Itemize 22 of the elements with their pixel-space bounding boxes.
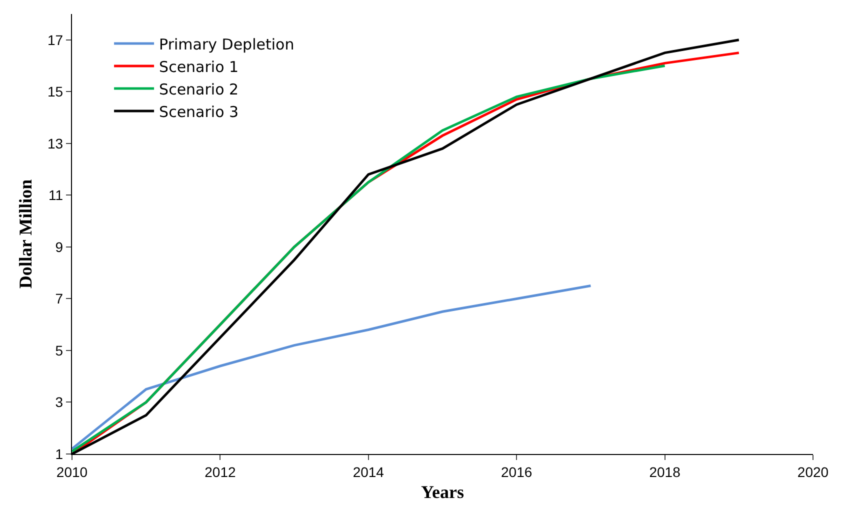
x-tick-label: 2012: [204, 464, 236, 480]
x-tick-label: 2014: [352, 464, 384, 480]
x-axis-title: Years: [421, 482, 464, 502]
line-series: [72, 284, 592, 450]
x-tick-label: 2020: [797, 464, 829, 480]
y-tick-label: 17: [48, 32, 64, 48]
y-tick-label: 9: [55, 238, 64, 255]
y-tick-label: 13: [48, 135, 64, 152]
legend-label: Scenario 2: [159, 80, 239, 98]
x-tick-label: 2010: [56, 464, 88, 480]
y-tick-label: 7: [55, 290, 64, 307]
y-tick-label: 15: [48, 84, 64, 100]
y-axis-title: Dollar Million: [16, 179, 36, 289]
legend-label: Scenario 3: [159, 102, 239, 121]
y-tick-label: 11: [48, 187, 64, 204]
y-tick-label: 5: [55, 342, 64, 358]
legend-label: Primary Depletion: [159, 35, 294, 54]
x-tick-label: 2018: [649, 464, 681, 480]
y-tick-label: 1: [55, 446, 64, 462]
y-tick-label: 3: [55, 394, 64, 410]
legend-label: Scenario 1: [159, 58, 239, 76]
x-tick-label: 2016: [501, 464, 532, 480]
